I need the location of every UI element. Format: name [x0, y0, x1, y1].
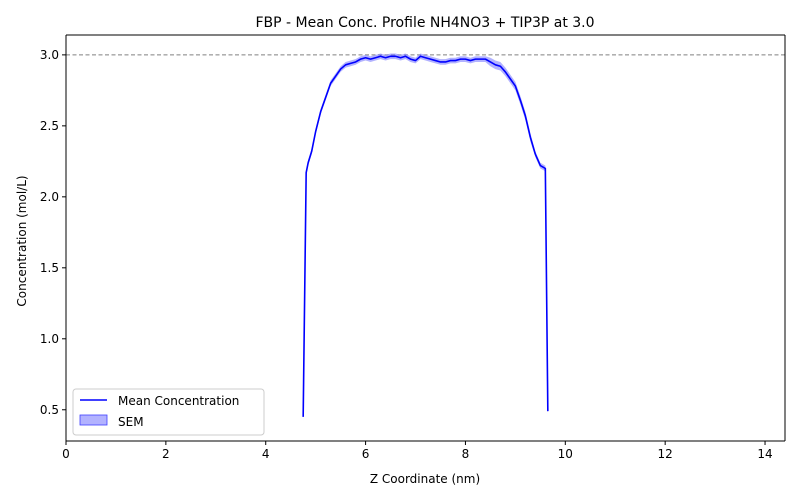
y-tick-label: 2.5: [40, 119, 59, 133]
y-tick-label: 1.0: [40, 332, 59, 346]
mean-concentration-line: [302, 55, 549, 417]
x-axis-label: Z Coordinate (nm): [370, 472, 480, 486]
sem-band: [303, 53, 548, 422]
y-tick-label: 2.0: [40, 190, 59, 204]
y-tick-label: 3.0: [40, 48, 59, 62]
legend-frame: [72, 388, 265, 436]
x-tick-label: 8: [462, 447, 470, 461]
y-tick-label: 1.5: [40, 261, 59, 275]
x-tick-label: 10: [558, 447, 573, 461]
legend-label-mean: Mean Concentration: [118, 394, 239, 408]
y-axis-label: Concentration (mol/L): [15, 175, 29, 306]
x-tick-label: 4: [262, 447, 270, 461]
plot-area: 0 2 4 6 8 10 12 14 0.5 1.0 1.5 2.0 2.5 3.0: [40, 34, 786, 461]
x-tick-label: 14: [757, 447, 772, 461]
legend-sem-swatch: [79, 414, 108, 426]
y-tick-label: 0.5: [40, 403, 59, 417]
x-tick-label: 12: [658, 447, 673, 461]
x-tick-label: 0: [62, 447, 70, 461]
x-tick-label: 2: [162, 447, 170, 461]
x-tick-label: 6: [362, 447, 370, 461]
chart-title: FBP - Mean Conc. Profile NH4NO3 + TIP3P …: [255, 15, 594, 31]
legend: Mean Concentration SEM: [72, 388, 265, 436]
legend-label-sem: SEM: [118, 415, 144, 429]
